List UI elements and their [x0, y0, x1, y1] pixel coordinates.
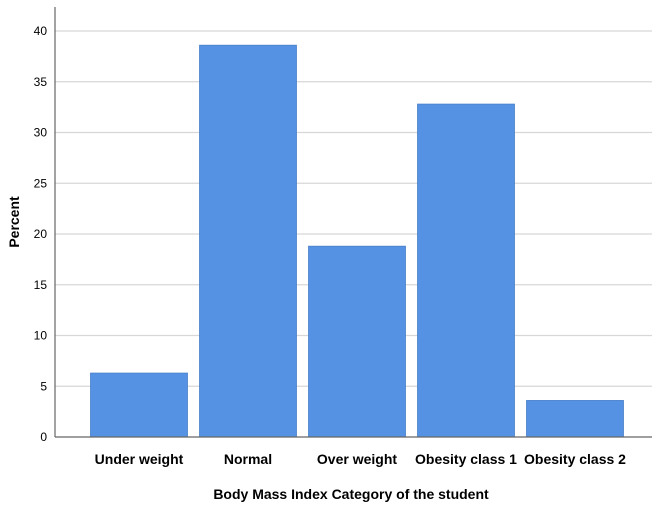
y-tick-label: 10 — [34, 329, 48, 343]
x-tick-labels: Under weight Normal Over weight Obesity cla… — [95, 451, 627, 467]
bar — [417, 103, 515, 438]
bar — [526, 400, 624, 438]
y-tick-label: 15 — [34, 278, 48, 292]
x-tick-label: Over weight — [317, 451, 397, 467]
bars — [90, 44, 624, 438]
y-tick-label: 30 — [34, 126, 48, 140]
y-tick-label: 20 — [34, 227, 48, 241]
y-tick-label: 35 — [34, 75, 48, 89]
bar — [308, 245, 406, 438]
x-tick-label: Obesity class 1 — [415, 451, 517, 467]
y-tick-label: 40 — [34, 24, 48, 38]
axes — [54, 7, 652, 438]
y-axis-title: Percent — [6, 196, 22, 248]
x-tick-label: Obesity class 2 — [524, 451, 626, 467]
y-tick-label: 0 — [40, 430, 47, 444]
y-tick-labels: 0 5 10 15 20 25 30 35 40 — [34, 24, 48, 444]
bar — [199, 44, 297, 438]
x-tick-label: Under weight — [95, 451, 184, 467]
x-tick-label: Normal — [224, 451, 272, 467]
x-axis-title: Body Mass Index Category of the student — [213, 486, 489, 502]
y-tick-label: 5 — [40, 379, 47, 393]
bar — [90, 372, 188, 438]
y-tick-label: 25 — [34, 176, 48, 190]
